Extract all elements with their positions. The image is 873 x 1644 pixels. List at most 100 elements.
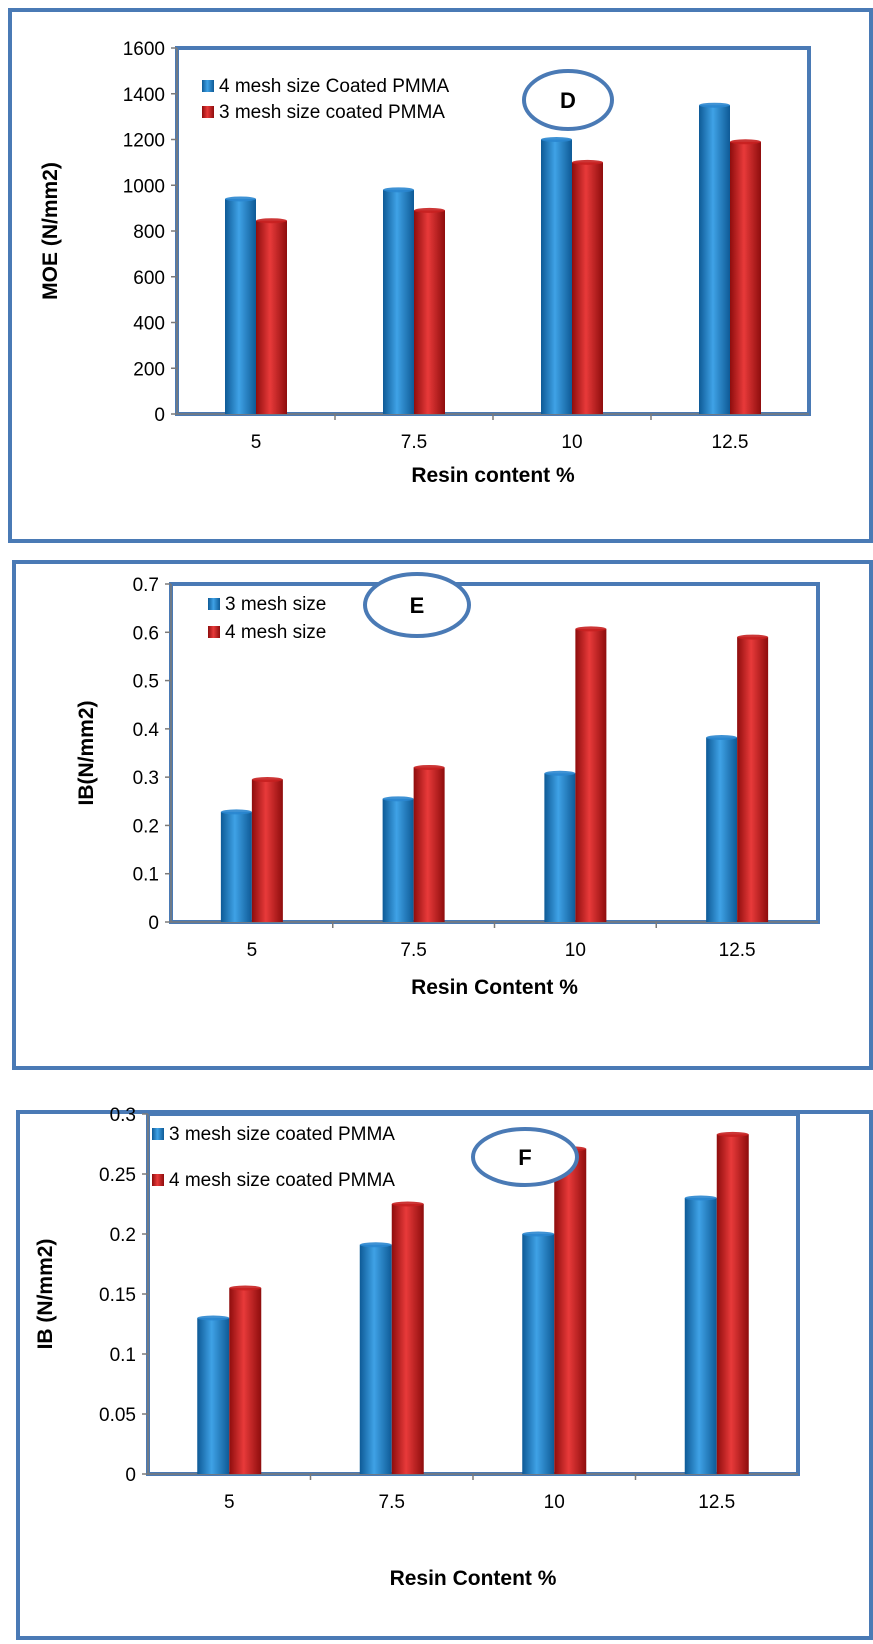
y-tick-label: 1200 <box>123 131 165 152</box>
y-tick-label: 200 <box>133 359 165 380</box>
bar-cap <box>737 634 769 640</box>
legend-swatch-red <box>202 106 214 118</box>
bar-cap <box>220 809 252 815</box>
bar-red <box>391 1204 424 1474</box>
bar-red <box>413 767 445 922</box>
x-tick-label: 7.5 <box>400 940 426 961</box>
y-axis-title: IB (N/mm2) <box>34 1239 57 1350</box>
bar-blue <box>220 811 252 922</box>
bar-blue <box>382 798 414 922</box>
bar-cap <box>572 159 603 165</box>
panel-label-badge: D <box>522 69 614 131</box>
bar-red <box>554 1148 587 1474</box>
bar-cap <box>382 796 414 802</box>
x-tick-label: 10 <box>565 940 586 961</box>
bar-red <box>572 162 603 414</box>
bar-cap <box>229 1285 262 1291</box>
bar-cap <box>251 777 283 783</box>
legend-swatch-blue <box>152 1128 164 1140</box>
legend-swatch-blue <box>202 80 214 92</box>
bar-red <box>414 210 445 414</box>
y-tick-label: 0.6 <box>133 623 159 644</box>
x-tick-label: 10 <box>561 432 582 453</box>
y-tick-label: 0.1 <box>133 865 159 886</box>
x-axis-title: Resin Content % <box>390 1567 557 1590</box>
bar-red <box>251 779 283 922</box>
bar-blue <box>225 198 256 414</box>
x-tick-label: 12.5 <box>719 940 756 961</box>
y-tick-label: 1600 <box>123 39 165 60</box>
panel-label-letter: F <box>518 1145 531 1170</box>
y-tick-label: 400 <box>133 314 165 335</box>
chart-panel-f: 0 0.05 0.1 0.15 0.2 0.25 0.3 5 7.5 10 12.5 Resin Co… <box>16 1105 873 1640</box>
legend-swatch-red <box>208 626 220 638</box>
y-tick-label: 0.4 <box>133 720 160 741</box>
y-tick-label: 0.3 <box>110 1105 136 1126</box>
y-tick-label: 0 <box>125 1465 136 1486</box>
x-tick-label: 5 <box>251 432 262 453</box>
panel-label-oval <box>471 1127 579 1187</box>
y-axis-title: MOE (N/mm2) <box>39 162 62 300</box>
bar-blue <box>541 139 572 414</box>
bar-cap <box>544 770 576 776</box>
y-axis-title: IB(N/mm2) <box>75 700 98 805</box>
legend-label: 3 mesh size <box>225 594 326 615</box>
bar-cap <box>684 1195 717 1201</box>
y-tick-label: 0.2 <box>110 1225 136 1246</box>
bar-cap <box>414 207 445 213</box>
x-tick-label: 7.5 <box>401 432 427 453</box>
y-tick-label: 600 <box>133 268 165 289</box>
panel-label-oval <box>522 69 614 131</box>
y-tick-label: 0.7 <box>133 575 159 596</box>
bar-cap <box>541 137 572 142</box>
legend-label: 4 mesh size Coated PMMA <box>219 76 450 97</box>
legend-label: 3 mesh size coated PMMA <box>169 1124 395 1145</box>
x-tick-label: 5 <box>224 1492 235 1513</box>
y-tick-label: 1400 <box>123 85 165 106</box>
y-tick-label: 0.3 <box>133 768 159 789</box>
x-tick-label: 7.5 <box>379 1492 405 1513</box>
bar-cap <box>413 764 445 770</box>
x-tick-label: 12.5 <box>698 1492 735 1513</box>
panel-label-badge: F <box>471 1127 579 1187</box>
y-tick-label: 1000 <box>123 176 165 197</box>
y-tick-label: 0 <box>148 913 159 934</box>
legend: 4 mesh size Coated PMMA 3 mesh size coate… <box>202 76 450 123</box>
bar-cap <box>359 1242 392 1248</box>
y-tick-label: 0.2 <box>133 816 159 837</box>
bar-red <box>730 141 761 414</box>
bar-cap <box>706 735 738 741</box>
bar-blue <box>383 189 414 414</box>
chart-panel-d: 0 200 400 600 800 1000 1200 1400 1600 5 7.5 10 12.5 R… <box>8 8 873 543</box>
bar-red <box>716 1134 749 1474</box>
bar-cap <box>575 626 607 632</box>
y-tick-label: 0.1 <box>110 1345 136 1366</box>
bar-red <box>575 628 607 922</box>
panel-label-oval <box>363 572 471 638</box>
bar-blue <box>197 1318 230 1474</box>
chart-e: 0 0.1 0.2 0.3 0.4 0.5 0.6 0.7 5 7.5 10 12.5 Resin Co… <box>75 572 820 999</box>
panel-label-letter: E <box>410 593 425 618</box>
bar-cap <box>730 139 761 145</box>
bar-cap <box>225 196 256 202</box>
bar-cap <box>197 1315 230 1321</box>
legend: 3 mesh size 4 mesh size <box>208 594 326 643</box>
bar-red <box>229 1288 262 1474</box>
bar-cap <box>716 1131 749 1137</box>
bar-cap <box>383 187 414 193</box>
panel-label-letter: D <box>560 88 576 113</box>
y-tick-label: 0.25 <box>99 1165 136 1186</box>
chart-panel-e: 0 0.1 0.2 0.3 0.4 0.5 0.6 0.7 5 7.5 10 12.5 Resin Co… <box>12 560 873 1070</box>
bar-blue <box>359 1244 392 1474</box>
bar-cap <box>522 1231 555 1237</box>
chart-d: 0 200 400 600 800 1000 1200 1400 1600 5 7.5 10 12.5 R… <box>39 39 811 487</box>
bar-red <box>737 637 769 922</box>
x-tick-label: 10 <box>544 1492 565 1513</box>
bar-cap <box>391 1201 424 1207</box>
bar-blue <box>522 1234 555 1474</box>
legend-swatch-blue <box>208 598 220 610</box>
panel-label-badge: E <box>363 572 471 638</box>
legend-swatch-red <box>152 1174 164 1186</box>
y-tick-label: 0 <box>154 405 165 426</box>
bar-blue <box>544 773 576 922</box>
